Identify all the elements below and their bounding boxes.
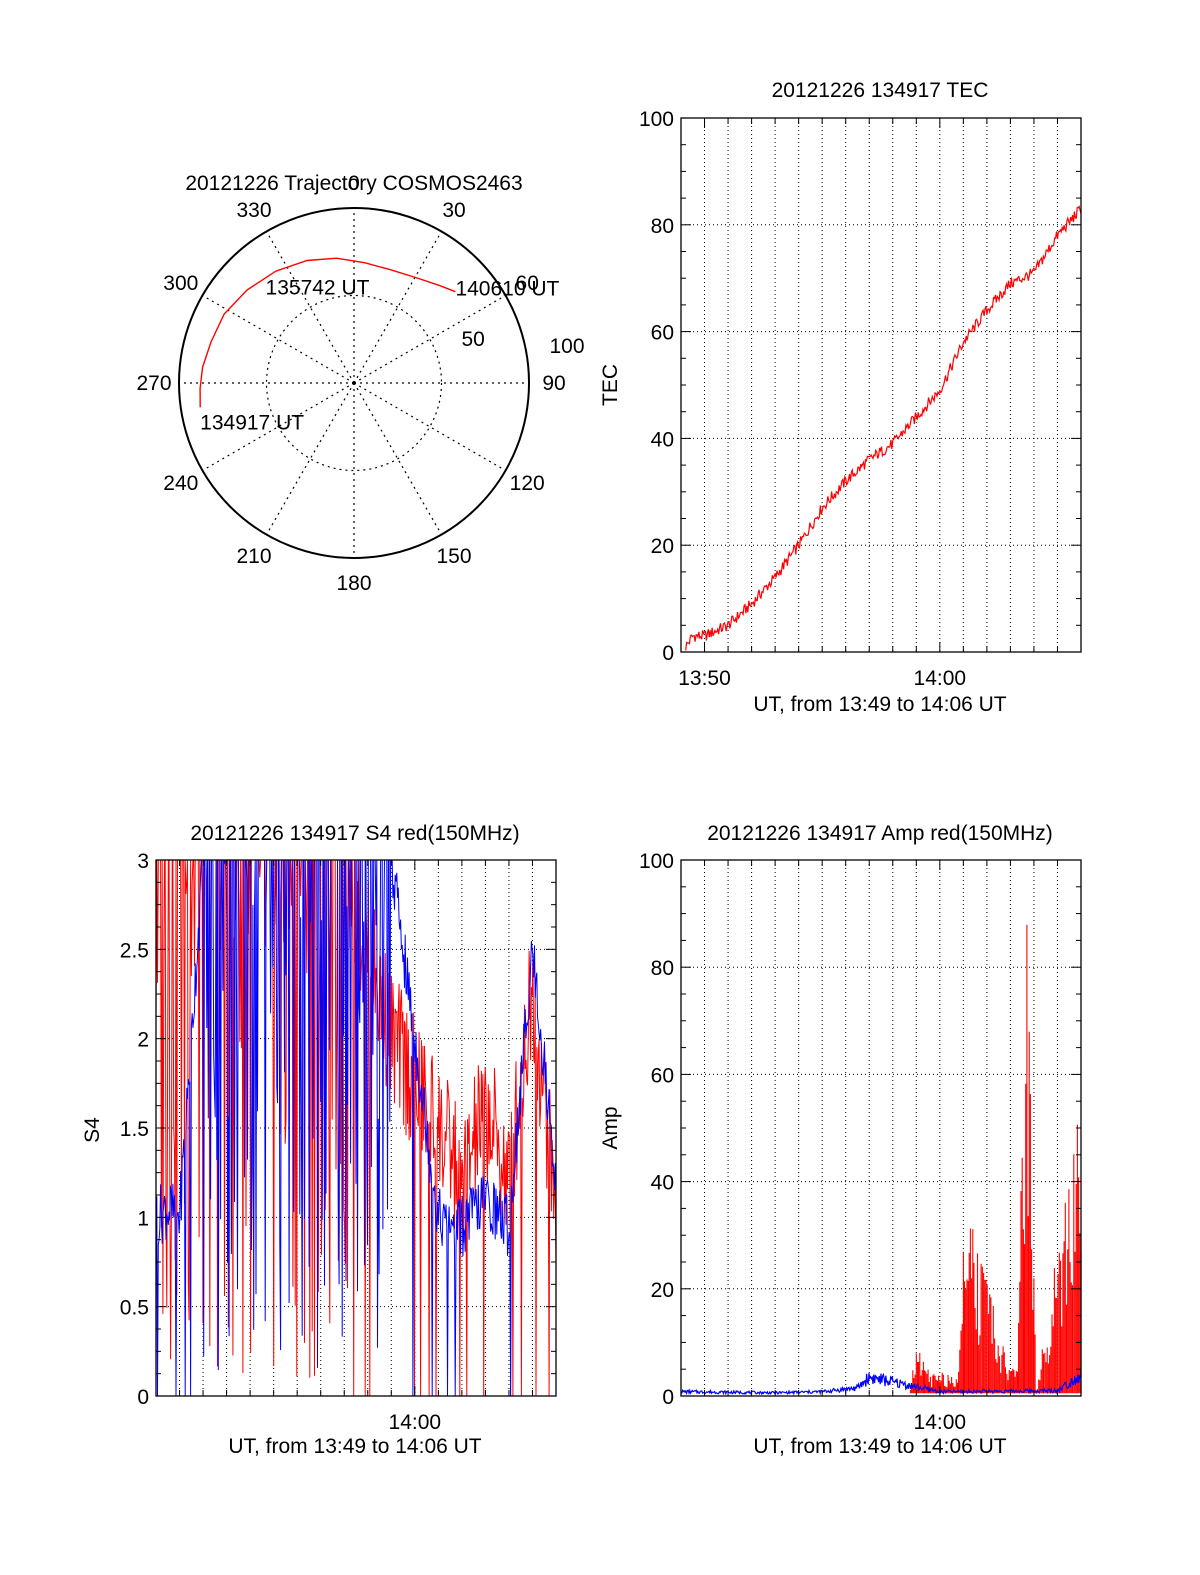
amp-title: 20121226 134917 Amp red(150MHz) <box>707 822 1053 845</box>
polar-title: 20121226 Trajectory COSMOS2463 <box>185 172 522 195</box>
polar-time-annotation: 140610 UT <box>455 278 559 301</box>
polar-angle-label: 210 <box>236 545 271 568</box>
polar-trajectory-line <box>199 257 456 408</box>
s4-chart: 20121226 134917 S4 red(150MHz) UT, from … <box>81 822 557 1458</box>
polar-spoke <box>353 231 443 384</box>
tec-chart: 20121226 134917 TEC UT, from 13:49 to 14… <box>599 79 1082 716</box>
polar-angle-label: 60 <box>516 272 539 295</box>
polar-spoke <box>265 382 355 535</box>
s4-plot-area: 14:00 0 0.5 1 1.5 2 2.5 3 <box>120 850 557 1434</box>
tec-frame <box>680 117 1082 653</box>
amp-series-line <box>909 924 1082 1394</box>
s4-x-tick-label: 14:00 <box>389 1411 442 1434</box>
amp-y-tick-label: 80 <box>651 957 674 980</box>
s4-y-tick-label: 2 <box>137 1029 149 1052</box>
tec-y-tick-label: 60 <box>651 322 674 345</box>
tec-series-line <box>685 205 1082 651</box>
tec-ylabel: TEC <box>599 364 622 406</box>
s4-y-tick-label: 3 <box>137 850 149 873</box>
tec-plot-area: 13:50 14:00 0 20 40 60 80 100 <box>639 108 1082 690</box>
amp-plot-area: 14:00 0 20 40 60 80 100 <box>639 850 1082 1434</box>
polar-angle-label: 240 <box>163 472 198 495</box>
polar-angle-label: 330 <box>236 199 271 222</box>
tec-y-tick-label: 40 <box>651 428 674 451</box>
s4-title: 20121226 134917 S4 red(150MHz) <box>190 822 519 845</box>
tec-y-tick-label: 100 <box>639 108 674 131</box>
polar-radial-label: 100 <box>549 335 584 358</box>
amp-y-tick-label: 100 <box>639 850 674 873</box>
amp-xlabel: UT, from 13:49 to 14:06 UT <box>753 1435 1006 1458</box>
tec-title: 20121226 134917 TEC <box>772 79 989 102</box>
tec-x-tick-label: 14:00 <box>914 667 967 690</box>
polar-spoke <box>202 382 355 472</box>
polar-spoke <box>353 382 506 472</box>
amp-x-tick-label: 14:00 <box>914 1411 967 1434</box>
polar-angle-label: 270 <box>136 372 171 395</box>
polar-angle-label: 180 <box>336 572 371 595</box>
polar-angle-label: 120 <box>510 472 545 495</box>
s4-y-tick-label: 0 <box>137 1386 149 1409</box>
polar-angle-label: 300 <box>163 272 198 295</box>
polar-angle-labels: 0 30 60 90 120 150 180 210 240 270 300 330 50 100 <box>136 172 584 595</box>
s4-y-tick-label: 2.5 <box>120 939 149 962</box>
polar-trajectory-chart: 20121226 Trajectory COSMOS2463 0 30 60 90 12… <box>136 172 584 595</box>
polar-grid <box>178 207 530 559</box>
amp-y-tick-label: 20 <box>651 1279 674 1302</box>
tec-xlabel: UT, from 13:49 to 14:06 UT <box>753 693 1006 716</box>
amp-y-tick-label: 60 <box>651 1064 674 1087</box>
polar-time-annotation: 134917 UT <box>200 411 304 434</box>
amp-series-line <box>680 1369 1082 1396</box>
polar-series: 134917 UT 135742 UT 140610 UT <box>199 257 560 434</box>
s4-series-line <box>155 859 557 1397</box>
s4-xlabel: UT, from 13:49 to 14:06 UT <box>228 1435 481 1458</box>
s4-ylabel: S4 <box>81 1117 104 1143</box>
tec-y-tick-label: 20 <box>651 535 674 558</box>
polar-spoke <box>353 294 506 384</box>
tec-x-tick-label: 13:50 <box>678 667 731 690</box>
s4-y-tick-label: 1 <box>137 1207 149 1230</box>
s4-y-tick-label: 0.5 <box>120 1297 149 1320</box>
polar-angle-label: 150 <box>436 545 471 568</box>
polar-time-annotation: 135742 UT <box>266 277 370 300</box>
polar-radial-label: 50 <box>461 328 484 351</box>
amp-y-tick-label: 0 <box>662 1386 674 1409</box>
amp-ylabel: Amp <box>599 1106 622 1149</box>
amp-chart: 20121226 134917 Amp red(150MHz) UT, from… <box>599 822 1082 1458</box>
polar-ring-50 <box>265 294 443 472</box>
polar-angle-label: 0 <box>348 172 360 195</box>
tec-y-tick-label: 80 <box>651 215 674 238</box>
tec-y-tick-label: 0 <box>662 642 674 665</box>
polar-spoke <box>202 294 355 384</box>
polar-spoke <box>353 382 443 535</box>
s4-y-tick-label: 1.5 <box>120 1118 149 1141</box>
amp-y-tick-label: 40 <box>651 1172 674 1195</box>
polar-angle-label: 30 <box>442 199 465 222</box>
polar-angle-label: 90 <box>542 372 565 395</box>
polar-spoke <box>265 231 355 384</box>
